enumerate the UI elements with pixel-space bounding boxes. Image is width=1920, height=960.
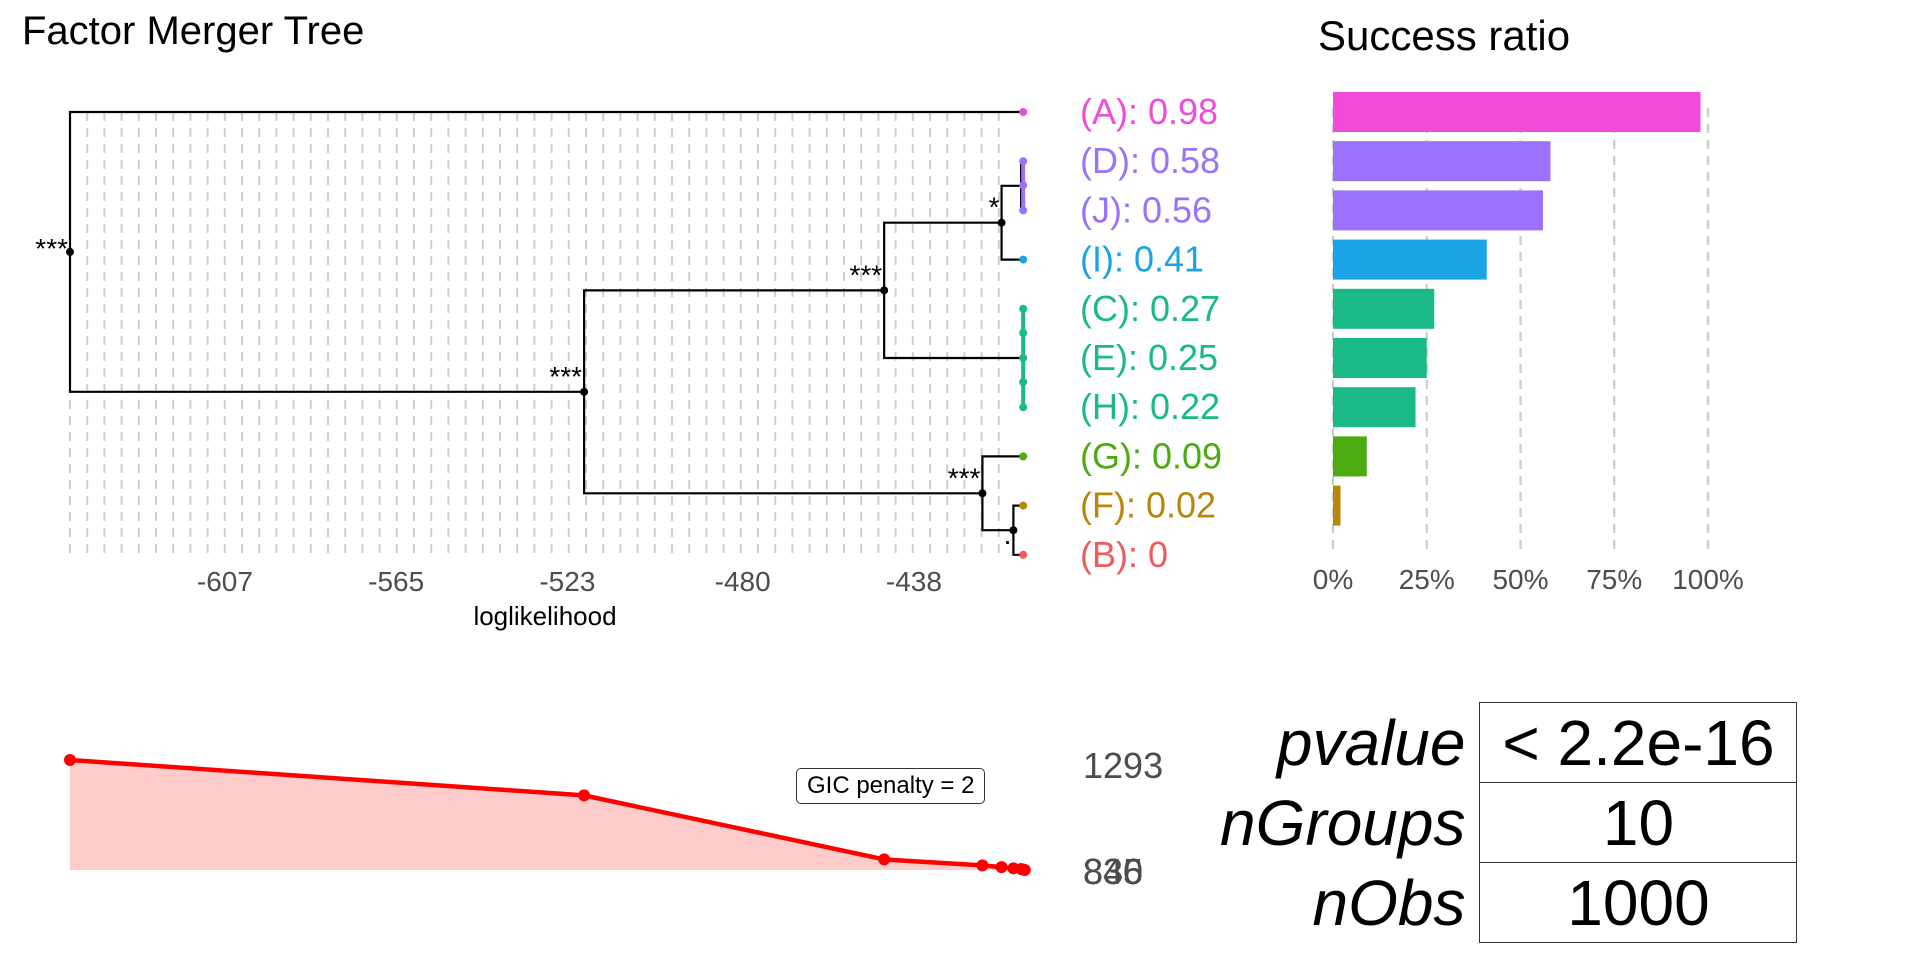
stats-table: pvalue < 2.2e-16 nGroups 10 nObs 1000 <box>1220 702 1798 943</box>
stats-value: < 2.2e-16 <box>1479 702 1798 783</box>
gic-point <box>976 859 989 872</box>
success-grid <box>1331 108 1710 556</box>
tree-tick-label: -523 <box>539 566 595 597</box>
tree-dendrogram: *************. <box>35 108 1028 559</box>
success-title: Success ratio <box>1318 12 1570 59</box>
leaf-labels: (A): 0.98 (D): 0.58 (J): 0.56 (I): 0.41 (C):… <box>1080 91 1222 575</box>
merge-root <box>68 110 1024 393</box>
leaf-label: (H): 0.22 <box>1080 386 1220 427</box>
stats-label: nObs <box>1312 866 1466 939</box>
success-bar <box>1333 239 1487 280</box>
tree-grid <box>69 112 1000 556</box>
significance-label: *** <box>549 361 582 392</box>
leaf-node <box>1019 354 1028 362</box>
success-tick-label: 25% <box>1399 564 1455 595</box>
stats-value: 10 <box>1479 782 1798 863</box>
success-tick-label: 0% <box>1313 564 1353 595</box>
leaf-label: (C): 0.27 <box>1080 288 1220 329</box>
significance-label: * <box>989 192 1000 223</box>
merge-node <box>66 247 74 256</box>
leaf-node <box>1019 181 1028 190</box>
tree-tick-label: -565 <box>368 566 424 597</box>
leaf-node <box>1019 157 1028 166</box>
success-bar <box>1333 190 1543 231</box>
stats-row-nobs: nObs 1000 <box>1220 862 1798 943</box>
gic-point <box>878 853 891 866</box>
success-tick-label: 100% <box>1672 564 1744 595</box>
tree-tick-label: -607 <box>197 566 253 597</box>
significance-label: *** <box>849 259 882 290</box>
leaf-label: (B): 0 <box>1080 534 1168 575</box>
gic-area-fill <box>70 760 1025 870</box>
gic-value-label: 840 <box>1083 851 1143 892</box>
success-bar <box>1333 338 1427 378</box>
stats-row-pvalue: pvalue < 2.2e-16 <box>1220 702 1798 783</box>
leaf-label: (F): 0.02 <box>1080 485 1216 526</box>
gic-value-label: 835 <box>1083 851 1143 892</box>
leaf-label: (A): 0.98 <box>1080 91 1218 132</box>
leaf-label: (E): 0.25 <box>1080 337 1218 378</box>
stats-label: pvalue <box>1276 706 1466 779</box>
merge-node <box>880 286 889 295</box>
leaf-label: (G): 0.09 <box>1080 435 1222 476</box>
gic-penalty-label: GIC penalty = 2 <box>796 768 986 804</box>
leaf-label: (D): 0.58 <box>1080 140 1220 181</box>
tree-title: Factor Merger Tree <box>22 9 364 53</box>
tree-tick-label: -480 <box>715 566 771 597</box>
merge-node <box>978 489 987 498</box>
success-bar <box>1333 436 1367 477</box>
gic-point <box>1018 864 1031 876</box>
merge-node <box>997 218 1006 227</box>
leaf-node <box>1019 206 1028 215</box>
success-bar <box>1333 288 1435 329</box>
gic-point <box>64 754 76 766</box>
leaf-node <box>1019 255 1028 264</box>
tree-x-axis: -607 -565 -523 -480 -438 <box>197 566 942 597</box>
significance-label: *** <box>948 462 981 493</box>
stats-row-ngroups: nGroups 10 <box>1220 782 1798 863</box>
gic-point <box>578 789 591 802</box>
gic-value-label: 836 <box>1083 851 1143 892</box>
leaf-node <box>1019 328 1028 337</box>
leaf-node <box>1019 108 1028 116</box>
significance-label: *** <box>35 233 68 264</box>
leaf-node <box>1019 304 1028 313</box>
success-bars <box>1333 92 1701 526</box>
merge-all-but-a <box>583 289 983 495</box>
leaf-label: (J): 0.56 <box>1080 189 1212 230</box>
stats-label: nGroups <box>1220 786 1466 859</box>
tree-x-label: loglikelihood <box>473 601 616 631</box>
gic-plot <box>64 754 1031 876</box>
merge-node <box>1009 526 1018 535</box>
gic-point <box>995 861 1008 874</box>
significance-label: . <box>1004 519 1012 550</box>
success-tick-label: 75% <box>1586 564 1642 595</box>
success-bar <box>1333 485 1341 526</box>
leaf-node <box>1019 403 1028 412</box>
leaf-label: (I): 0.41 <box>1080 239 1204 280</box>
success-x-axis: 0% 25% 50% 75% 100% <box>1313 564 1744 595</box>
leaf-node <box>1019 550 1028 559</box>
stats-value: 1000 <box>1479 862 1798 943</box>
merge-node <box>580 387 589 396</box>
gic-value-label: 1293 <box>1083 745 1163 786</box>
success-bar <box>1333 387 1416 428</box>
leaf-node <box>1019 501 1028 510</box>
success-tick-label: 50% <box>1492 564 1548 595</box>
success-bar <box>1333 92 1701 132</box>
tree-tick-label: -438 <box>886 566 942 597</box>
success-bar <box>1333 141 1551 182</box>
leaf-node <box>1019 452 1028 461</box>
leaf-node <box>1019 378 1028 386</box>
